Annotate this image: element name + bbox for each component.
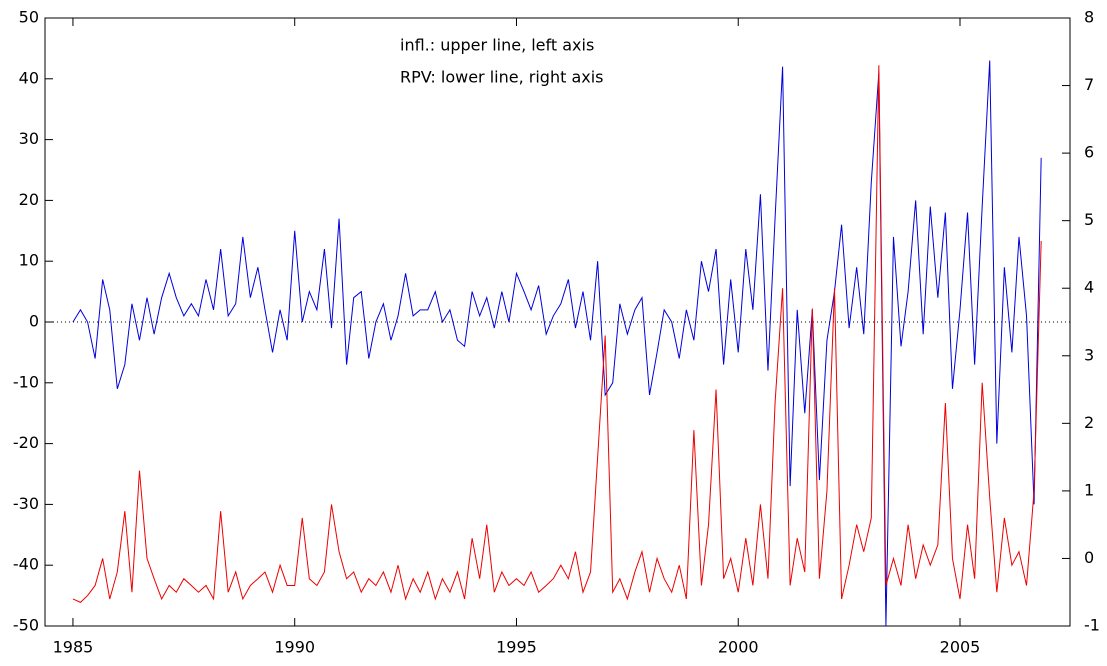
y2-tick-label: 8	[1084, 8, 1094, 27]
x-tick-label: 2005	[940, 638, 981, 657]
y2-tick-label: 5	[1084, 210, 1094, 229]
y2-tick-label: 3	[1084, 345, 1094, 364]
y-tick-label: 30	[19, 129, 39, 148]
y2-tick-label: 4	[1084, 278, 1094, 297]
annotation: RPV: lower line, right axis	[400, 68, 604, 87]
x-tick-label: 1985	[53, 638, 94, 657]
y-tick-label: 50	[19, 8, 39, 27]
series-line	[72, 65, 1042, 603]
y-tick-label: -10	[13, 372, 39, 391]
x-tick-label: 2000	[718, 638, 759, 657]
y-tick-label: -50	[13, 616, 39, 635]
annotation: infl.: upper line, left axis	[400, 36, 594, 55]
y-tick-label: 40	[19, 68, 39, 87]
y-tick-label: 20	[19, 190, 39, 209]
y2-tick-label: -1	[1084, 616, 1100, 635]
y-tick-label: 10	[19, 251, 39, 270]
y2-tick-label: 7	[1084, 75, 1094, 94]
y-tick-label: -30	[13, 494, 39, 513]
y2-tick-label: 6	[1084, 143, 1094, 162]
y2-tick-label: 0	[1084, 548, 1094, 567]
y-tick-label: 0	[29, 312, 39, 331]
x-tick-label: 1990	[274, 638, 315, 657]
y2-tick-label: 2	[1084, 413, 1094, 432]
y-tick-label: -40	[13, 555, 39, 574]
y-tick-label: -20	[13, 433, 39, 452]
x-tick-label: 1995	[496, 638, 537, 657]
y2-tick-label: 1	[1084, 480, 1094, 499]
